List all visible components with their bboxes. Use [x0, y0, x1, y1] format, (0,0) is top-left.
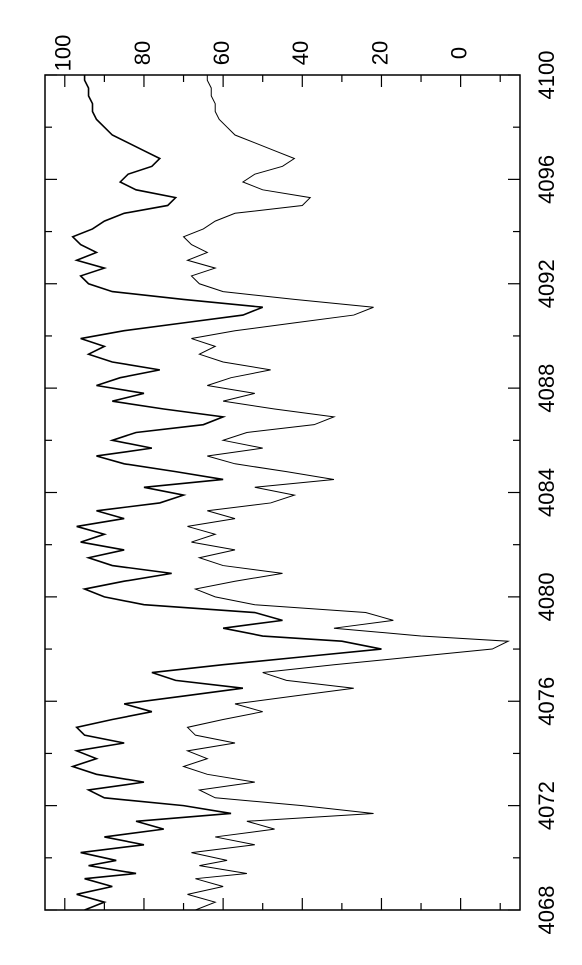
x-tick-label: 4072 [534, 781, 559, 830]
y-tick-label: 80 [130, 41, 155, 65]
series-lower [184, 75, 509, 910]
x-tick-label: 4076 [534, 677, 559, 726]
y-tick-label: 40 [288, 41, 313, 65]
y-tick-label: 60 [209, 41, 234, 65]
y-tick-label: 100 [51, 35, 76, 72]
x-tick-label: 4100 [534, 51, 559, 100]
x-tick-label: 4096 [534, 155, 559, 204]
x-tick-label: 4088 [534, 364, 559, 413]
chart-svg: 4068407240764080408440884092409641000204… [0, 0, 582, 965]
x-tick-label: 4068 [534, 886, 559, 935]
y-tick-label: 0 [446, 47, 471, 59]
spectrum-chart: 4068407240764080408440884092409641000204… [0, 0, 582, 965]
x-tick-label: 4092 [534, 259, 559, 308]
y-tick-label: 20 [367, 41, 392, 65]
x-tick-label: 4084 [534, 468, 559, 517]
x-tick-label: 4080 [534, 572, 559, 621]
series-upper [73, 75, 382, 910]
